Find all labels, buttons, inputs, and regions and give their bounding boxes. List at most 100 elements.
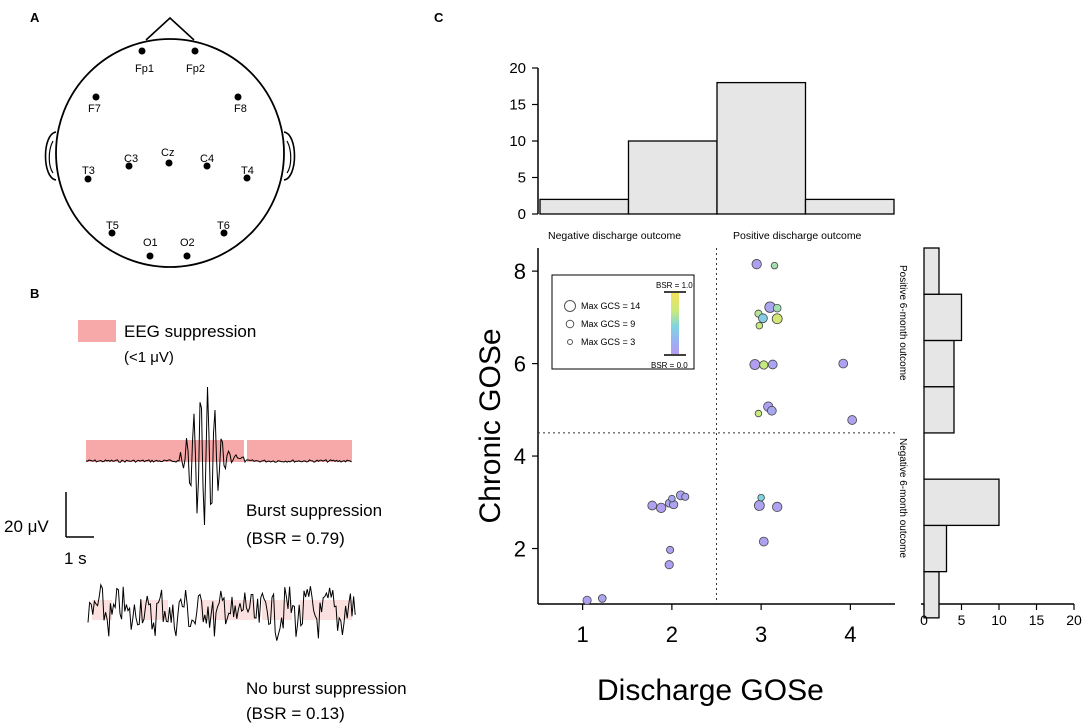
legend-size-label-medium: Max GCS = 9 [581, 319, 635, 329]
electrode-label-t6: T6 [217, 220, 230, 232]
right-hist-tick-label-1: 5 [958, 612, 966, 628]
right-hist-tick-label-3: 15 [1029, 612, 1045, 628]
electrode-label-t5: T5 [106, 220, 119, 232]
scatter-ticks: 1 2 3 4 2 4 6 8 [514, 259, 857, 647]
right-hist-bars [923, 247, 1000, 619]
scatter-point-8 [668, 494, 676, 503]
gose-scatter: 1 2 3 4 2 4 6 8 Discharge GOSe Chronic GOSe Max… [474, 248, 895, 707]
trace1-title: Burst suppression [246, 501, 382, 520]
scatter-point-19 [749, 359, 761, 370]
scalp-map: Fp1 Fp2 F7 F8 C3 Cz C4 T3 T4 T5 T6 O1 O2 [44, 16, 296, 268]
electrode-dot-fp1 [138, 47, 146, 55]
right-hist-label-positive: Positive 6-month outcome [897, 265, 908, 381]
scatter-point-28 [757, 493, 765, 502]
trace2-title: No burst suppression [246, 679, 407, 698]
colorbar-gradient [671, 293, 679, 354]
electrode-dot-o2 [183, 252, 191, 260]
electrode-dot-t5 [108, 229, 116, 237]
top-hist-bar-3 [716, 81, 807, 215]
right-hist-x-ticks: 0 5 10 15 20 [920, 604, 1082, 628]
right-histogram: 0 5 10 15 20 Positive 6-month outcome Negati… [897, 247, 1082, 628]
legend-size-marker-large [564, 300, 576, 312]
top-hist-bar-1 [539, 198, 630, 215]
scatter-point-18 [755, 321, 764, 330]
right-hist-bar-1 [923, 570, 940, 619]
top-hist-tick-label-3: 15 [509, 97, 526, 114]
electrode-dot-c3 [125, 162, 133, 170]
scale-amplitude-label: 20 μV [4, 517, 49, 536]
top-hist-tick-label-4: 20 [509, 60, 526, 77]
scatter-point-12 [770, 261, 779, 270]
right-hist-bar-5 [923, 386, 955, 434]
trace2-bsr: (BSR = 0.13) [246, 704, 345, 723]
right-hist-bar-2 [923, 524, 948, 573]
scatter-points [582, 259, 857, 605]
panel-c-letter: C [434, 10, 444, 25]
scatter-x-tick-label-1: 2 [666, 622, 678, 647]
scatter-point-25 [766, 405, 777, 416]
suppression-band-lower-5 [300, 600, 330, 620]
right-hist-tick-label-2: 10 [991, 612, 1007, 628]
legend-size-marker-small [567, 339, 573, 345]
scatter-x-tick-label-2: 3 [755, 622, 767, 647]
electrode-label-c4: C4 [200, 153, 214, 165]
electrode-dot-f7 [92, 93, 100, 101]
colorbar-max-label: BSR = 1.0 [656, 281, 693, 290]
electrode-label-f7: F7 [88, 103, 101, 115]
panel-b-letter: B [30, 286, 39, 301]
electrode-label-o1: O1 [143, 237, 158, 249]
top-hist-bar-2 [627, 140, 718, 215]
suppression-band-2 [235, 440, 244, 462]
eeg-trace-no-burst-suppression [87, 582, 356, 641]
right-hist-bar-8 [923, 247, 940, 295]
right-hist-tick-label-4: 20 [1066, 612, 1082, 628]
suppression-legend-swatch [78, 320, 116, 342]
scatter-point-11 [751, 259, 762, 270]
suppression-band-1 [143, 440, 235, 462]
suppression-band-3 [247, 440, 352, 462]
top-hist-tick-label-1: 5 [518, 170, 526, 187]
electrode-dot-cz [165, 159, 173, 167]
legend-size-marker-medium [565, 319, 575, 329]
scatter-point-22 [838, 358, 849, 369]
electrode-dot-t4 [243, 174, 251, 182]
electrode-dot-f8 [234, 93, 242, 101]
right-hist-bar-7 [923, 293, 963, 342]
scatter-point-23 [754, 409, 763, 418]
scale-time-label: 1 s [64, 549, 87, 568]
scatter-x-label: Discharge GOSe [597, 674, 824, 707]
left-ear-inner [48, 140, 54, 174]
electrode-label-fp2: Fp2 [186, 63, 205, 75]
suppression-legend-sub: (<1 μV) [124, 349, 174, 366]
legend-size-label-small: Max GCS = 3 [581, 337, 635, 347]
scatter-point-20 [759, 360, 769, 370]
scatter-point-0 [582, 595, 592, 605]
right-hist-bar-3 [923, 478, 1000, 527]
scatter-y-label: Chronic GOSe [474, 328, 507, 523]
electrode-dot-t6 [220, 229, 228, 237]
top-hist-label-negative: Negative discharge outcome [548, 230, 681, 242]
scatter-point-27 [753, 500, 765, 511]
scatter-point-17 [771, 313, 783, 325]
scatter-y-tick-label-0: 2 [514, 537, 526, 562]
scatter-legend: Max GCS = 14 Max GCS = 9 Max GCS = 3 BSR… [551, 274, 695, 370]
scatter-point-10 [681, 492, 690, 501]
left-ear-outer [44, 131, 57, 181]
scatter-point-5 [656, 502, 667, 513]
eeg-trace-burst-suppression [85, 386, 352, 526]
top-histogram: 0 5 10 15 20 Negative discharge outcome Posi… [509, 60, 895, 242]
scatter-x-tick-label-3: 4 [844, 622, 856, 647]
electrode-label-t4: T4 [241, 165, 254, 177]
scatter-point-2 [664, 560, 674, 570]
electrode-dot-c4 [203, 162, 211, 170]
electrode-dot-o1 [146, 252, 154, 260]
electrode-label-cz: Cz [161, 147, 174, 159]
scatter-point-29 [772, 501, 783, 513]
scatter-y-tick-label-1: 4 [514, 444, 526, 469]
nose-outline [145, 16, 195, 41]
scatter-point-1 [597, 594, 607, 603]
scatter-point-30 [758, 536, 769, 547]
legend-size-label-large: Max GCS = 14 [581, 301, 640, 311]
electrode-label-c3: C3 [124, 153, 138, 165]
top-hist-label-positive: Positive discharge outcome [733, 230, 862, 242]
